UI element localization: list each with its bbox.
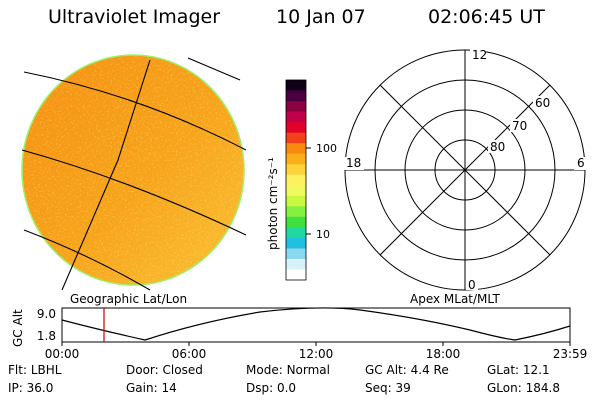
altitude-ylabel: GC Alt <box>11 309 25 347</box>
date-label: 10 Jan 07 <box>276 6 366 28</box>
status-gc-alt: GC Alt: 4.4 Re <box>365 363 449 377</box>
colorbar-swatch <box>286 227 306 239</box>
colorbar-swatch <box>286 258 306 271</box>
geographic-grid <box>21 57 247 291</box>
disk-edge <box>21 54 245 286</box>
colorbar-swatch <box>286 164 306 176</box>
mlat-label-60: 60 <box>535 96 550 110</box>
polar-caption: Apex MLat/MLT <box>410 292 500 306</box>
mlt-label-6: 6 <box>577 156 585 170</box>
colorbar-swatch <box>286 237 306 250</box>
status-glon: GLon: 184.8 <box>487 381 560 395</box>
time-label: 02:06:45 UT <box>428 6 545 28</box>
colorbar-swatch <box>286 185 306 197</box>
altitude-curve <box>61 307 571 341</box>
colorbar-swatch <box>286 101 306 113</box>
colorbar-swatch <box>286 132 306 144</box>
colorbar-swatch <box>286 248 306 260</box>
colorbar-swatch <box>286 153 306 165</box>
colorbar-swatch <box>286 206 306 218</box>
status-dsp: Dsp: 0.0 <box>246 381 297 395</box>
colorbar-swatch <box>286 122 306 134</box>
colorbar-unit-label: photon cm⁻²s⁻¹ <box>266 157 280 250</box>
colorbar-swatch <box>286 111 306 123</box>
altitude-ytick-min: 1.8 <box>37 329 56 343</box>
colorbar-swatch <box>286 269 306 281</box>
status-mode: Mode: Normal <box>246 363 330 377</box>
mlt-label-0: 0 <box>468 278 476 292</box>
time-tick-0600: 06:00 <box>172 347 207 361</box>
time-tick-0000: 00:00 <box>45 347 80 361</box>
altitude-ytick-max: 9.0 <box>37 307 56 321</box>
status-door: Door: Closed <box>126 363 203 377</box>
colorbar-tick-100: 100 <box>316 142 337 155</box>
colorbar-tick-10: 10 <box>316 228 330 241</box>
status-filter: Flt: LBHL <box>8 363 62 377</box>
status-glat: GLat: 12.1 <box>487 363 550 377</box>
time-tick-1800: 18:00 <box>426 347 461 361</box>
status-ip: IP: 36.0 <box>8 381 54 395</box>
colorbar-swatch <box>286 90 306 102</box>
colorbar-swatch <box>286 80 306 92</box>
time-tick-1200: 12:00 <box>299 347 334 361</box>
colorbar-swatch <box>286 143 306 155</box>
colorbar-swatch <box>286 216 306 228</box>
mlat-label-80: 80 <box>490 140 505 154</box>
time-tick-2359: 23:59 <box>553 347 588 361</box>
instrument-title: Ultraviolet Imager <box>48 6 221 28</box>
status-gain: Gain: 14 <box>126 381 177 395</box>
mlt-label-18: 18 <box>346 156 361 170</box>
image-caption: Geographic Lat/Lon <box>70 292 188 306</box>
colorbar-swatch <box>286 195 306 207</box>
mlt-label-12: 12 <box>472 48 487 62</box>
status-seq: Seq: 39 <box>365 381 411 395</box>
colorbar-swatch <box>286 174 306 186</box>
mlat-label-70: 70 <box>512 119 527 133</box>
